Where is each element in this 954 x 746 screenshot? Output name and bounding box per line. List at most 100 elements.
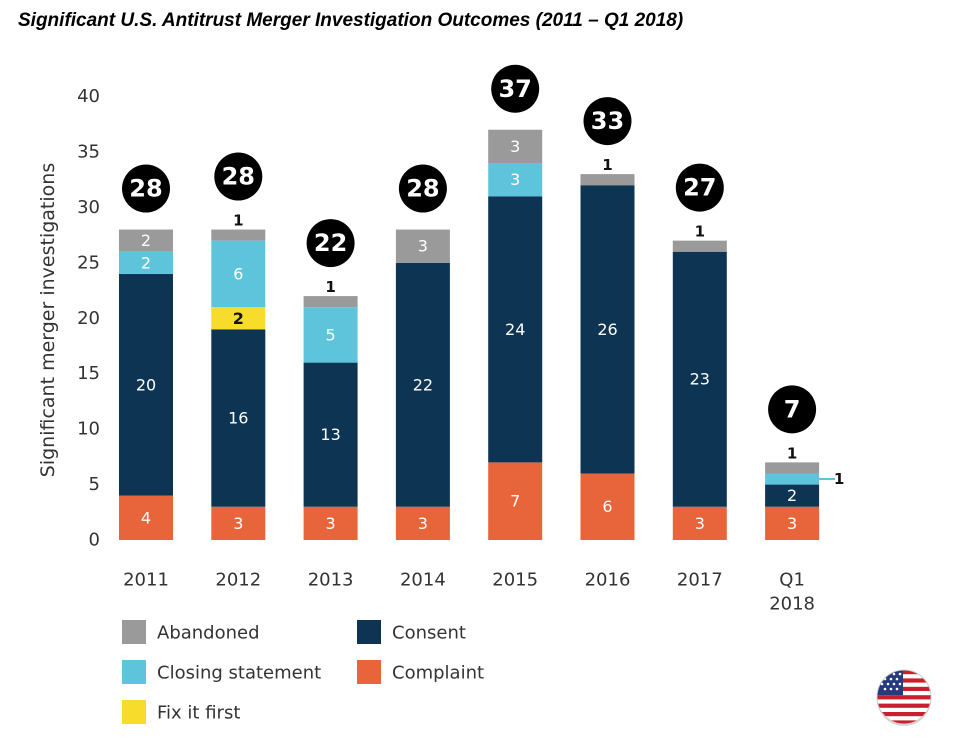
data-label: 6 <box>602 497 612 516</box>
bar-segment-closing-statement <box>303 307 358 363</box>
data-label: 3 <box>510 137 520 156</box>
bar-segment-abandoned <box>580 174 635 186</box>
bar-segment-consent <box>580 185 635 474</box>
bar-segment-abandoned <box>395 229 450 263</box>
bar-segment-consent <box>488 196 543 463</box>
bar-segment-consent <box>303 362 358 507</box>
data-label: 3 <box>510 170 520 189</box>
bar-segment-abandoned <box>488 129 543 164</box>
bar-segment-consent <box>395 262 450 507</box>
total-label: 33 <box>591 107 624 135</box>
y-tick-label: 5 <box>89 474 100 495</box>
data-label: 1 <box>325 278 335 296</box>
bar-segment-closing-statement <box>488 163 543 197</box>
total-label: 28 <box>129 175 162 203</box>
data-label: 13 <box>320 425 340 444</box>
legend-swatch <box>122 660 146 684</box>
legend-swatch <box>122 620 146 644</box>
data-label: 2 <box>787 486 797 505</box>
x-tick-label: 2015 <box>492 570 538 591</box>
bar-segment-complaint <box>488 462 543 540</box>
bar-segment-abandoned <box>672 240 727 252</box>
total-badge <box>214 152 263 201</box>
data-label: 2 <box>141 253 151 272</box>
legend-swatch <box>357 660 381 684</box>
bar-segment-complaint <box>672 506 727 540</box>
total-label: 22 <box>314 229 347 257</box>
data-label: 1 <box>787 444 797 462</box>
bar-segment-complaint <box>395 506 450 540</box>
total-badge <box>398 164 447 213</box>
legend-swatch <box>357 620 381 644</box>
x-tick-label: 2018 <box>769 594 815 615</box>
data-label: 4 <box>141 508 151 527</box>
total-badge <box>675 163 724 212</box>
data-label: 24 <box>505 320 525 339</box>
legend-label: Closing statement <box>157 663 321 684</box>
y-tick-label: 25 <box>77 252 100 273</box>
bar-segment-consent <box>211 329 266 507</box>
data-label: 1 <box>695 223 705 241</box>
bar-segment-closing-statement <box>765 473 820 485</box>
us-flag-icon <box>876 669 932 726</box>
data-label: 3 <box>326 514 336 533</box>
bar-segment-consent <box>672 251 727 507</box>
total-badge <box>491 64 540 113</box>
bar-segment-complaint <box>765 506 820 540</box>
bar-segment-complaint <box>580 473 635 540</box>
y-tick-label: 15 <box>77 363 100 384</box>
y-tick-label: 35 <box>77 141 100 162</box>
bar-segment-complaint <box>303 506 358 540</box>
bar-segment-abandoned <box>303 296 358 308</box>
x-tick-label: 2014 <box>400 570 446 591</box>
data-label: 1 <box>602 156 612 174</box>
x-tick-label: 2013 <box>308 570 354 591</box>
bar-segment-closing-statement <box>211 240 266 308</box>
legend-label: Abandoned <box>157 623 260 644</box>
data-label: 3 <box>418 514 428 533</box>
data-label: 5 <box>326 325 336 344</box>
y-tick-label: 0 <box>89 530 100 551</box>
x-tick-label: 2017 <box>677 570 723 591</box>
bar-segment-fix-it-first <box>211 307 266 330</box>
data-label: 2 <box>233 309 244 328</box>
legend-label: Fix it first <box>157 703 240 724</box>
data-label: 22 <box>413 375 433 394</box>
bar-segment-abandoned <box>119 229 173 252</box>
chart-title: Significant U.S. Antitrust Merger Invest… <box>18 10 684 31</box>
x-tick-label: 2011 <box>123 570 169 591</box>
bar-segment-abandoned <box>765 462 820 474</box>
bar-segment-consent <box>119 273 173 496</box>
data-label: 16 <box>228 409 248 428</box>
total-label: 27 <box>683 174 716 202</box>
bar-segment-complaint <box>119 495 173 540</box>
data-label: 1 <box>233 212 243 230</box>
data-label: 2 <box>141 231 151 250</box>
bar-segment-consent <box>765 484 820 507</box>
total-label: 28 <box>222 163 255 191</box>
data-label: 7 <box>510 492 520 511</box>
legend-label: Complaint <box>392 663 484 684</box>
data-label: 3 <box>695 514 705 533</box>
total-badge <box>122 164 170 213</box>
data-label: 3 <box>787 514 797 533</box>
data-label: 3 <box>233 514 243 533</box>
bar-segment-complaint <box>211 506 266 540</box>
data-label: 6 <box>233 264 243 283</box>
y-axis-title: Significant merger investigations <box>37 163 59 477</box>
total-badge <box>306 219 355 268</box>
y-tick-label: 10 <box>77 419 100 440</box>
x-tick-label: 2016 <box>585 570 631 591</box>
y-tick-label: 30 <box>77 197 100 218</box>
data-label: 1 <box>834 470 844 488</box>
y-tick-label: 20 <box>77 308 100 329</box>
bar-segment-closing-statement <box>119 251 173 274</box>
bar-segment-abandoned <box>211 229 266 241</box>
total-badge <box>768 385 817 434</box>
data-label: 23 <box>690 370 710 389</box>
x-tick-label: Q1 <box>779 570 805 591</box>
total-label: 37 <box>498 75 531 103</box>
legend-swatch <box>122 700 146 724</box>
total-label: 7 <box>784 395 801 423</box>
